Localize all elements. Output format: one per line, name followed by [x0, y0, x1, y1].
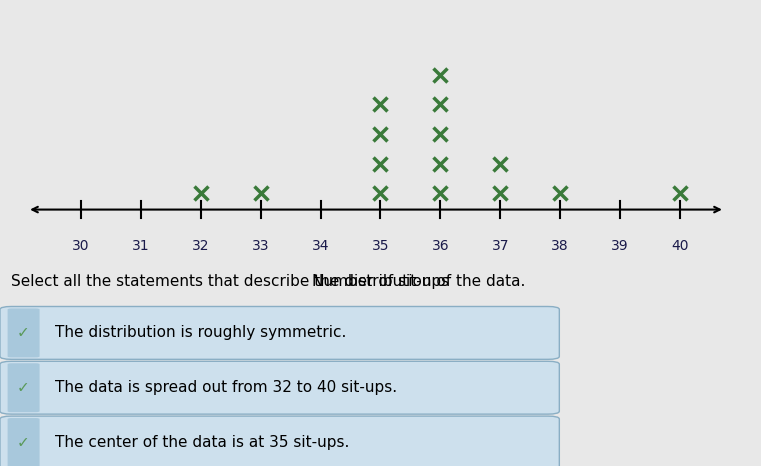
Text: 30: 30: [72, 239, 90, 253]
FancyBboxPatch shape: [0, 416, 559, 466]
Text: 35: 35: [372, 239, 389, 253]
Text: Number of sit-ups: Number of sit-ups: [312, 274, 449, 289]
Text: The center of the data is at 35 sit-ups.: The center of the data is at 35 sit-ups.: [55, 435, 349, 450]
Text: Select all the statements that describe the distribution of the data.: Select all the statements that describe …: [11, 274, 526, 289]
Text: 40: 40: [671, 239, 689, 253]
Text: 32: 32: [192, 239, 209, 253]
FancyBboxPatch shape: [8, 363, 40, 412]
FancyBboxPatch shape: [8, 308, 40, 357]
Text: ✓: ✓: [18, 380, 30, 395]
Text: ✓: ✓: [18, 325, 30, 340]
Text: 39: 39: [611, 239, 629, 253]
Text: The data is spread out from 32 to 40 sit-ups.: The data is spread out from 32 to 40 sit…: [55, 380, 397, 395]
Text: 33: 33: [252, 239, 269, 253]
Text: 34: 34: [312, 239, 330, 253]
Text: 37: 37: [492, 239, 509, 253]
FancyBboxPatch shape: [0, 307, 559, 359]
Text: ✓: ✓: [18, 435, 30, 450]
Text: 31: 31: [132, 239, 150, 253]
Text: 38: 38: [551, 239, 569, 253]
Text: The distribution is roughly symmetric.: The distribution is roughly symmetric.: [55, 325, 346, 340]
FancyBboxPatch shape: [8, 418, 40, 466]
FancyBboxPatch shape: [0, 361, 559, 414]
Text: 36: 36: [431, 239, 449, 253]
